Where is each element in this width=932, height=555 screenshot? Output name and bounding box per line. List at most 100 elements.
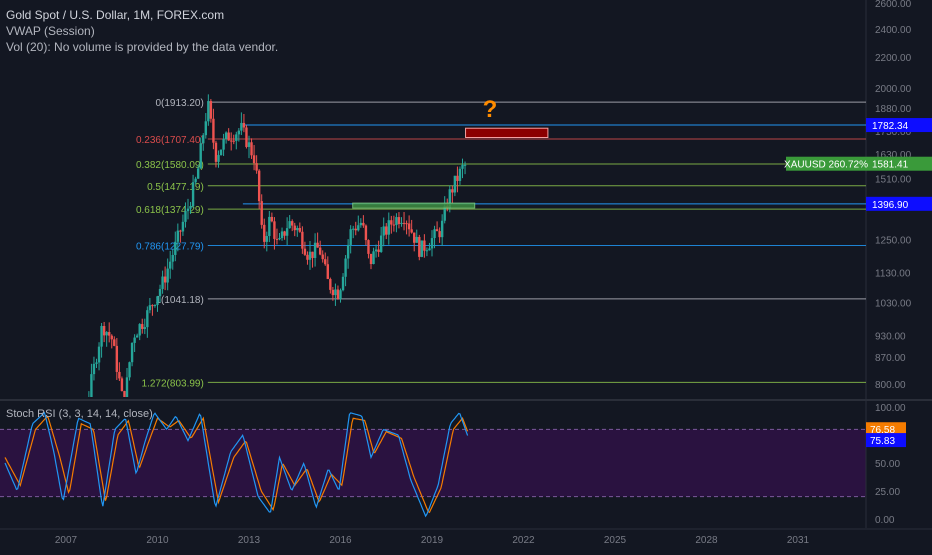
candle-body bbox=[273, 221, 276, 239]
candle-body bbox=[461, 164, 464, 169]
candle-body bbox=[260, 201, 263, 225]
candle-body bbox=[105, 332, 108, 336]
candle-body bbox=[405, 223, 408, 225]
time-axis-tick: 2028 bbox=[695, 535, 718, 546]
vwap-indicator-label[interactable]: VWAP (Session) bbox=[6, 24, 95, 38]
candle-body bbox=[367, 240, 370, 254]
candle-body bbox=[110, 335, 113, 340]
price-axis-tick: 1130.00 bbox=[875, 268, 911, 279]
candle-body bbox=[176, 230, 180, 242]
candle-body bbox=[199, 143, 202, 169]
candle-body bbox=[184, 211, 187, 222]
fib-level-label: 1.272(803.99) bbox=[142, 378, 204, 389]
candle-body bbox=[237, 130, 241, 135]
candle-body bbox=[344, 258, 347, 277]
candle-body bbox=[346, 244, 350, 259]
resistance-zone[interactable] bbox=[465, 127, 549, 139]
candle-body bbox=[303, 248, 307, 255]
price-axis-tick: 870.00 bbox=[875, 353, 906, 364]
volume-indicator-label[interactable]: Vol (20): No volume is provided by the d… bbox=[6, 40, 279, 54]
candle-body bbox=[191, 182, 195, 207]
candle-body bbox=[235, 134, 238, 141]
candle-body bbox=[247, 142, 251, 147]
candle-body bbox=[321, 254, 324, 260]
candle-body bbox=[212, 118, 215, 143]
stoch-badge-label: 76.58 bbox=[870, 425, 895, 436]
candle-body bbox=[174, 241, 177, 255]
candle-body bbox=[255, 163, 258, 171]
candle-body bbox=[301, 231, 304, 249]
candle-body bbox=[242, 122, 246, 128]
candle-body bbox=[372, 251, 375, 265]
candle-body bbox=[283, 231, 286, 236]
stoch-axis-tick: 25.00 bbox=[875, 487, 900, 498]
symbol-title[interactable]: Gold Spot / U.S. Dollar, 1M, FOREX.com bbox=[6, 8, 225, 22]
candle-body bbox=[209, 101, 213, 119]
candle-body bbox=[397, 217, 401, 225]
candle-body bbox=[186, 208, 190, 212]
candle-body bbox=[196, 168, 200, 179]
candle-body bbox=[364, 225, 368, 241]
candle-body bbox=[451, 189, 454, 193]
candle-body bbox=[390, 220, 393, 225]
candle-body bbox=[161, 276, 164, 289]
candle-body bbox=[428, 248, 431, 251]
time-axis-tick: 2013 bbox=[238, 535, 261, 546]
candle-body bbox=[385, 226, 388, 235]
candle-body bbox=[97, 346, 101, 363]
stoch-badge bbox=[866, 422, 906, 437]
price-axis-tick: 1250.00 bbox=[875, 236, 912, 247]
candle-body bbox=[166, 268, 169, 283]
candle-body bbox=[440, 220, 444, 238]
candle-body bbox=[156, 296, 159, 305]
candle-body bbox=[135, 335, 139, 338]
candle-body bbox=[443, 206, 446, 221]
candle-body bbox=[224, 132, 228, 140]
candle-body bbox=[151, 305, 154, 307]
candle-body bbox=[222, 139, 225, 150]
price-badge bbox=[866, 156, 932, 171]
candle-body bbox=[425, 250, 429, 252]
stoch-band-fill bbox=[0, 429, 866, 497]
candle-body bbox=[313, 242, 317, 258]
candle-body bbox=[339, 290, 342, 299]
candle-body bbox=[108, 332, 111, 336]
candle-body bbox=[311, 251, 314, 258]
candle-body bbox=[288, 221, 291, 229]
candle-body bbox=[92, 363, 96, 375]
candle-body bbox=[415, 236, 418, 243]
time-axis-tick: 2022 bbox=[512, 535, 535, 546]
time-axis-tick: 2010 bbox=[146, 535, 169, 546]
candle-body bbox=[359, 222, 363, 226]
candle-body bbox=[115, 345, 119, 372]
price-badge-label: 1396.90 bbox=[872, 200, 909, 211]
price-badge-label: 1581.41 bbox=[872, 160, 909, 171]
question-mark-annotation: ? bbox=[483, 96, 498, 123]
candle-body bbox=[334, 289, 337, 296]
candle-body bbox=[113, 339, 116, 346]
candle-body bbox=[245, 127, 248, 147]
candle-body bbox=[250, 142, 253, 156]
candle-body bbox=[232, 140, 235, 142]
candle-body bbox=[204, 121, 207, 136]
candle-body bbox=[341, 276, 345, 291]
price-axis-tick: 1630.00 bbox=[875, 150, 912, 161]
candle-body bbox=[95, 362, 98, 364]
candle-body bbox=[336, 289, 340, 299]
candle-body bbox=[316, 242, 319, 248]
candle-body bbox=[148, 305, 152, 311]
support-zone[interactable] bbox=[352, 202, 476, 209]
candle-body bbox=[413, 232, 416, 243]
stoch-axis-tick: 0.00 bbox=[875, 515, 895, 526]
candle-body bbox=[143, 327, 146, 329]
candle-body bbox=[329, 278, 332, 290]
price-axis-tick: 2600.00 bbox=[875, 0, 912, 10]
candle-body bbox=[181, 221, 185, 232]
stoch-k-line bbox=[4, 411, 469, 518]
candle-body bbox=[130, 342, 134, 363]
candle-body bbox=[163, 276, 167, 283]
candle-body bbox=[352, 228, 355, 230]
candle-body bbox=[90, 374, 93, 397]
